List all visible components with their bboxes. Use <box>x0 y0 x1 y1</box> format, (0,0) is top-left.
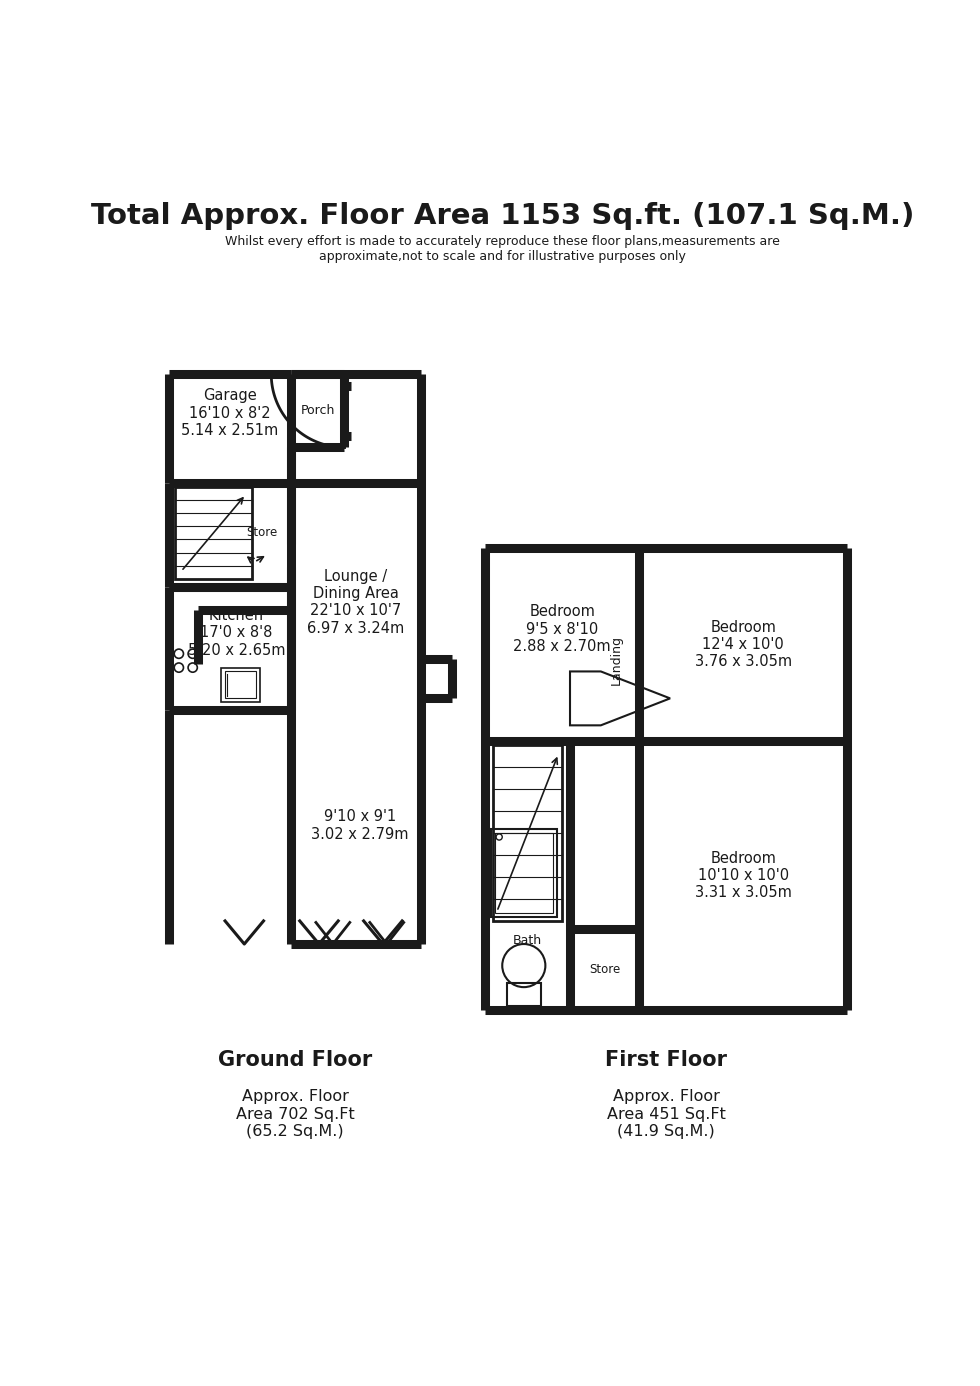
Bar <box>710 1006 760 1015</box>
Bar <box>503 1006 553 1015</box>
Polygon shape <box>570 671 670 725</box>
Bar <box>737 545 783 552</box>
Text: Bedroom
10'10 x 10'0
3.31 x 3.05m: Bedroom 10'10 x 10'0 3.31 x 3.05m <box>695 851 792 901</box>
Text: Ground Floor: Ground Floor <box>218 1051 372 1070</box>
Text: Kitchen
17'0 x 8'8
5.20 x 2.65m: Kitchen 17'0 x 8'8 5.20 x 2.65m <box>188 608 285 658</box>
Bar <box>493 744 563 920</box>
Bar <box>495 833 553 913</box>
Text: Bedroom
9'5 x 8'10
2.88 x 2.70m: Bedroom 9'5 x 8'10 2.88 x 2.70m <box>514 604 612 654</box>
Text: Whilst every effort is made to accurately reproduce these floor plans,measuremen: Whilst every effort is made to accuratel… <box>224 236 780 263</box>
Text: Lounge /
Dining Area
22'10 x 10'7
6.97 x 3.24m: Lounge / Dining Area 22'10 x 10'7 6.97 x… <box>308 568 405 636</box>
Bar <box>221 668 260 703</box>
Bar <box>507 983 541 1006</box>
Text: Total Approx. Floor Area 1153 Sq.ft. (107.1 Sq.M.): Total Approx. Floor Area 1153 Sq.ft. (10… <box>90 201 914 230</box>
Text: Store: Store <box>589 963 620 976</box>
Bar <box>225 671 256 699</box>
Text: Garage
16'10 x 8'2
5.14 x 2.51m: Garage 16'10 x 8'2 5.14 x 2.51m <box>181 388 278 438</box>
Text: Bath: Bath <box>514 934 542 947</box>
Text: 9'10 x 9'1
3.02 x 2.79m: 9'10 x 9'1 3.02 x 2.79m <box>311 809 409 841</box>
Bar <box>503 545 549 552</box>
Bar <box>492 829 557 918</box>
Text: Porch: Porch <box>300 405 334 417</box>
Text: First Floor: First Floor <box>606 1051 727 1070</box>
Text: Store: Store <box>246 527 277 539</box>
Bar <box>795 545 841 552</box>
Text: Approx. Floor
Area 451 Sq.Ft
(41.9 Sq.M.): Approx. Floor Area 451 Sq.Ft (41.9 Sq.M.… <box>607 1089 726 1139</box>
Bar <box>175 486 252 579</box>
Text: Approx. Floor
Area 702 Sq.Ft
(65.2 Sq.M.): Approx. Floor Area 702 Sq.Ft (65.2 Sq.M.… <box>236 1089 355 1139</box>
Bar <box>657 545 703 552</box>
Text: Landing: Landing <box>610 635 622 685</box>
Text: Bedroom
12'4 x 10'0
3.76 x 3.05m: Bedroom 12'4 x 10'0 3.76 x 3.05m <box>695 620 792 669</box>
Bar <box>560 545 607 552</box>
